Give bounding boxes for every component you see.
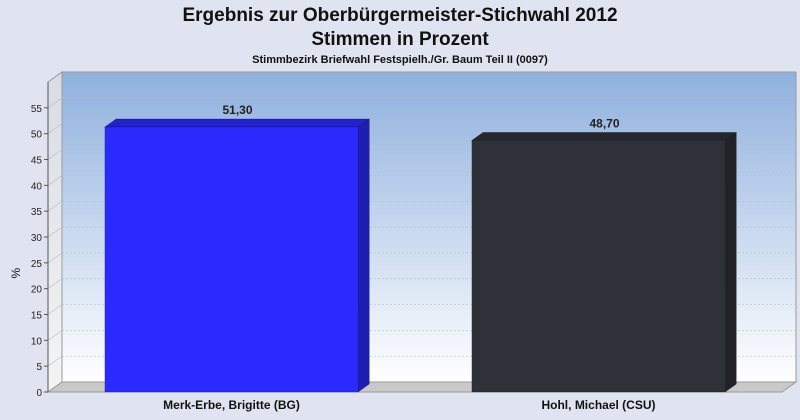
y-axis-label: % xyxy=(9,268,23,279)
gridline-side xyxy=(47,278,63,289)
y-tick-label: 40 xyxy=(31,181,43,192)
y-tick-label: 15 xyxy=(31,311,43,322)
bar xyxy=(471,140,726,393)
gridline-side xyxy=(47,226,63,238)
bar-side xyxy=(357,118,370,393)
gridline-side xyxy=(47,123,63,134)
y-tick-label: 30 xyxy=(31,233,43,244)
gridline-side xyxy=(47,304,63,315)
data-label: 51,30 xyxy=(222,103,252,117)
y-tick-label: 25 xyxy=(31,259,43,270)
chart-title: Ergebnis zur Oberbürgermeister-Stichwahl… xyxy=(182,5,618,26)
chart-subtitle: Stimmbezirk Briefwahl Festspielh./Gr. Ba… xyxy=(252,54,548,66)
gridline-side xyxy=(47,175,63,186)
gridline-side xyxy=(47,355,63,367)
y-tick-label: 35 xyxy=(31,207,43,218)
y-tick-label: 20 xyxy=(31,285,43,296)
x-tick-label: Merk-Erbe, Brigitte (BG) xyxy=(163,398,300,412)
gridline-side xyxy=(47,97,63,109)
data-label: 48,70 xyxy=(589,116,619,130)
gridline-side xyxy=(47,330,63,341)
y-tick-label: 50 xyxy=(31,130,43,141)
y-tick-label: 5 xyxy=(36,362,42,373)
y-tick-label: 45 xyxy=(31,156,43,167)
x-tick-label: Hohl, Michael (CSU) xyxy=(541,398,655,412)
y-tick-label: 0 xyxy=(36,388,42,399)
bar-top xyxy=(103,118,371,128)
chart-title-line2: Stimmen in Prozent xyxy=(311,29,489,50)
gridline-side xyxy=(47,200,63,212)
gridline-side xyxy=(47,252,63,264)
gridline-side xyxy=(47,149,63,160)
bar-top xyxy=(470,132,738,141)
y-tick-label: 10 xyxy=(31,336,43,347)
y-tick-label: 55 xyxy=(31,104,43,115)
bar-side xyxy=(724,131,737,393)
bar xyxy=(104,126,359,393)
